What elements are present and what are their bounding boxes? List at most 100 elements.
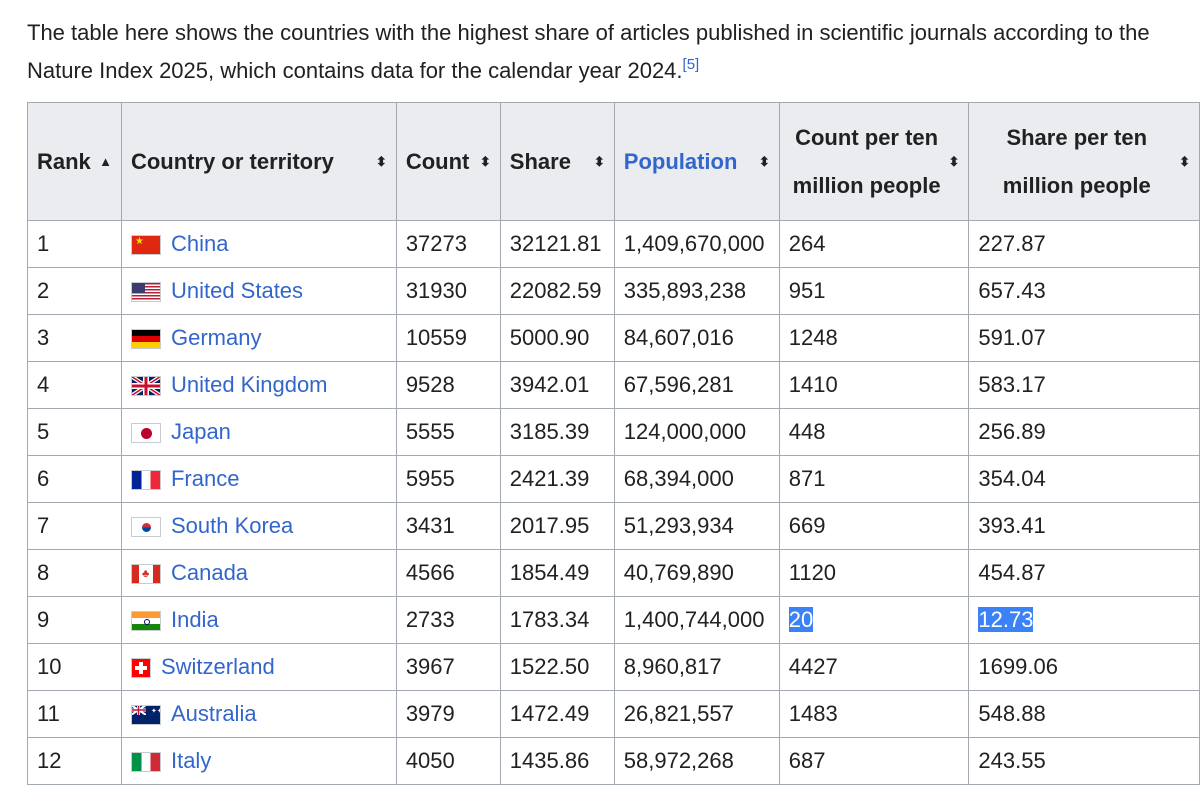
- usa-flag-icon: [130, 281, 161, 302]
- count-cell-value: 5555: [405, 419, 455, 444]
- share-cell: 1854.49: [499, 549, 615, 597]
- rank-cell-value: 4: [37, 372, 50, 397]
- population-cell: 51,293,934: [613, 502, 780, 550]
- country-link[interactable]: Switzerland: [160, 654, 275, 680]
- population-cell: 124,000,000: [613, 408, 780, 456]
- country-link[interactable]: France: [170, 466, 240, 492]
- count-cell-value: 5955: [405, 466, 455, 491]
- share-per-ten-million-cell: 227.87: [968, 220, 1200, 268]
- country-cell: Japan: [120, 408, 397, 456]
- table-row: 5 Japan 5555 3185.39 124,000,000 448 256.89: [27, 408, 1200, 456]
- share-cell-value: 2017.95: [509, 513, 590, 538]
- reference-link[interactable]: [5]: [682, 56, 700, 73]
- share-per-ten-million-cell-value: 454.87: [978, 560, 1046, 585]
- share-per-ten-million-cell: 1699.06: [968, 643, 1200, 691]
- canada-flag-icon: ♣: [130, 563, 161, 584]
- sort-icon[interactable]: ⬍: [948, 154, 960, 169]
- share-cell: 2017.95: [499, 502, 615, 550]
- count-cell-value: 3431: [405, 513, 455, 538]
- column-header-label[interactable]: Population: [623, 148, 738, 174]
- rank-cell: 3: [27, 314, 122, 362]
- rank-cell: 5: [27, 408, 122, 456]
- table-row: 2 United States 31930 22082.59 335,893,238 95…: [27, 267, 1200, 315]
- sort-icon[interactable]: ⬍: [375, 154, 387, 169]
- sort-icon[interactable]: ⬍: [1179, 154, 1190, 169]
- count-cell: 37273: [395, 220, 501, 268]
- count-per-ten-million-cell-value: 669: [788, 513, 826, 538]
- count-cell: 3431: [395, 502, 501, 550]
- sort-icon[interactable]: ⬍: [479, 154, 491, 169]
- count-cell: 10559: [395, 314, 501, 362]
- population-cell: 335,893,238: [613, 267, 780, 315]
- share-cell: 22082.59: [499, 267, 615, 315]
- column-header-population[interactable]: Population ⬍: [613, 102, 780, 221]
- country-cell: South Korea: [120, 502, 397, 550]
- population-cell: 40,769,890: [613, 549, 780, 597]
- share-cell-value: 1783.34: [509, 607, 590, 632]
- count-cell: 2733: [395, 596, 501, 644]
- ranking-table: Rank ▲ Country or territory ⬍ Count ⬍ Share ⬍ Po…: [27, 102, 1200, 785]
- count-cell: 9528: [395, 361, 501, 409]
- country-cell: Italy: [120, 737, 397, 785]
- country-link[interactable]: United States: [170, 278, 304, 304]
- sort-icon[interactable]: ⬍: [758, 154, 770, 169]
- rank-cell-value: 12: [37, 748, 62, 773]
- count-cell: 3979: [395, 690, 501, 738]
- column-header-rank[interactable]: Rank ▲: [27, 102, 122, 221]
- country-link[interactable]: India: [170, 607, 219, 633]
- share-cell: 1783.34: [499, 596, 615, 644]
- share-per-ten-million-cell: 583.17: [968, 361, 1200, 409]
- rank-cell: 6: [27, 455, 122, 503]
- count-cell: 3967: [395, 643, 501, 691]
- intro-text: The table here shows the countries with …: [27, 20, 1150, 83]
- country-link[interactable]: Italy: [170, 748, 212, 774]
- country-link[interactable]: Canada: [170, 560, 249, 586]
- share-per-ten-million-cell: 256.89: [968, 408, 1200, 456]
- count-cell-value: 3979: [405, 701, 455, 726]
- switzerland-flag-icon: [130, 657, 151, 678]
- column-header-share[interactable]: Share ⬍: [499, 102, 615, 221]
- country-link[interactable]: Germany: [170, 325, 262, 351]
- share-per-ten-million-cell: 657.43: [968, 267, 1200, 315]
- rank-cell-value: 10: [37, 654, 62, 679]
- population-cell-value: 67,596,281: [623, 372, 734, 397]
- table-row: 12 Italy 4050 1435.86 58,972,268 687 243.55: [27, 737, 1200, 785]
- share-cell-value: 2421.39: [509, 466, 590, 491]
- count-per-ten-million-cell: 871: [778, 455, 970, 503]
- share-cell-value: 1435.86: [509, 748, 590, 773]
- country-cell: ★ China: [120, 220, 397, 268]
- table-row: 1 ★ China 37273 32121.81 1,409,670,000 264 227.…: [27, 220, 1200, 268]
- rank-cell: 1: [27, 220, 122, 268]
- share-per-ten-million-cell-value: 227.87: [978, 231, 1046, 256]
- country-link[interactable]: United Kingdom: [170, 372, 328, 398]
- count-per-ten-million-cell: 951: [778, 267, 970, 315]
- country-link[interactable]: China: [170, 231, 229, 257]
- country-link[interactable]: South Korea: [170, 513, 294, 539]
- count-per-ten-million-cell-value: 871: [788, 466, 826, 491]
- count-cell-value: 37273: [405, 231, 467, 256]
- rank-cell: 7: [27, 502, 122, 550]
- share-per-ten-million-cell: 354.04: [968, 455, 1200, 503]
- country-link[interactable]: Australia: [170, 701, 257, 727]
- column-header-count-per-ten-million[interactable]: Count per ten million people ⬍: [778, 102, 970, 221]
- share-per-ten-million-cell: 243.55: [968, 737, 1200, 785]
- column-header-count[interactable]: Count ⬍: [395, 102, 501, 221]
- count-per-ten-million-cell-value: 1120: [788, 560, 837, 585]
- population-cell-value: 26,821,557: [623, 701, 734, 726]
- table-row: 10 Switzerland 3967 1522.50 8,960,817 4427 169…: [27, 643, 1200, 691]
- population-cell: 26,821,557: [613, 690, 780, 738]
- column-header-label: Rank: [37, 148, 91, 174]
- country-link[interactable]: Japan: [170, 419, 231, 445]
- count-per-ten-million-cell-value: 687: [788, 748, 826, 773]
- sort-ascending-icon[interactable]: ▲: [99, 154, 112, 169]
- count-cell-value: 4050: [405, 748, 455, 773]
- population-cell: 84,607,016: [613, 314, 780, 362]
- column-header-share-per-ten-million[interactable]: Share per ten million people ⬍: [968, 102, 1200, 221]
- india-flag-icon: [130, 610, 161, 631]
- sort-icon[interactable]: ⬍: [593, 154, 605, 169]
- country-cell: France: [120, 455, 397, 503]
- population-cell: 8,960,817: [613, 643, 780, 691]
- column-header-country-or-territory[interactable]: Country or territory ⬍: [120, 102, 397, 221]
- rank-cell-value: 11: [37, 701, 60, 726]
- country-cell: United States: [120, 267, 397, 315]
